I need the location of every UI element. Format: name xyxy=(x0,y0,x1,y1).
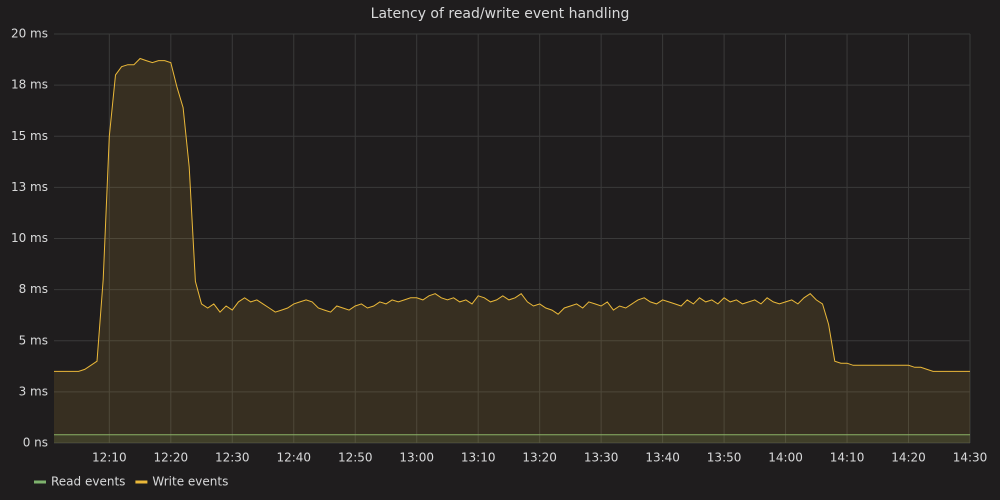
grid xyxy=(54,33,971,444)
y-tick-label: 5 ms xyxy=(19,333,48,347)
area-fill xyxy=(54,58,970,443)
x-tick-label: 14:10 xyxy=(830,451,865,465)
y-tick-label: 20 ms xyxy=(11,27,48,41)
area-fill xyxy=(54,434,970,443)
x-tick-label: 13:40 xyxy=(645,451,680,465)
chart-title: Latency of read/write event handling xyxy=(371,6,630,22)
x-tick-label: 12:50 xyxy=(338,451,373,465)
series-line xyxy=(54,57,970,372)
x-tick-label: 12:40 xyxy=(276,451,311,465)
x-tick-label: 13:10 xyxy=(461,451,496,465)
y-tick-label: 8 ms xyxy=(19,282,48,296)
y-tick-label: 3 ms xyxy=(19,384,48,398)
x-tick-label: 14:00 xyxy=(768,451,803,465)
legend-label: Write events xyxy=(152,475,228,489)
legend-item: Read events xyxy=(34,475,125,489)
x-tick-label: 14:30 xyxy=(953,451,988,465)
x-tick-label: 14:20 xyxy=(891,451,926,465)
x-tick-label: 12:30 xyxy=(215,451,250,465)
x-tick-label: 12:20 xyxy=(154,451,189,465)
y-tick-label: 0 ns xyxy=(23,436,48,450)
x-tick-label: 12:10 xyxy=(92,451,127,465)
y-tick-label: 18 ms xyxy=(11,78,48,92)
legend-label: Read events xyxy=(51,475,125,489)
x-tick-label: 13:50 xyxy=(707,451,742,465)
x-tick-label: 13:20 xyxy=(522,451,557,465)
y-tick-label: 10 ms xyxy=(11,231,48,245)
y-tick-label: 13 ms xyxy=(11,180,48,194)
x-tick-label: 13:00 xyxy=(399,451,434,465)
x-tick-label: 13:30 xyxy=(584,451,619,465)
y-tick-label: 15 ms xyxy=(11,129,48,143)
legend-item: Write events xyxy=(135,475,228,489)
